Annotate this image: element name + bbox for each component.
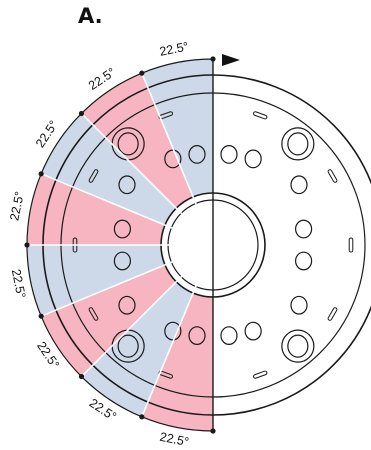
hole-14 bbox=[118, 175, 136, 195]
slot-6 bbox=[158, 111, 173, 120]
slot-5 bbox=[253, 370, 268, 379]
hole-8 bbox=[287, 334, 309, 358]
sector-boundary-7 bbox=[141, 244, 214, 418]
sector-boundary-6 bbox=[80, 244, 214, 378]
hole-ring-1 bbox=[281, 127, 315, 161]
slot-9 bbox=[88, 307, 99, 321]
hole-11 bbox=[117, 132, 139, 156]
hole-2 bbox=[244, 149, 262, 169]
sector-wedge-2 bbox=[81, 73, 213, 245]
slot-1 bbox=[253, 111, 268, 120]
sector-boundary-2 bbox=[80, 112, 214, 246]
sector-wedge-6 bbox=[41, 245, 213, 377]
sector-wedge-7 bbox=[81, 245, 213, 417]
angle-label-4: 22.5° bbox=[7, 190, 26, 221]
hole-18 bbox=[117, 334, 139, 358]
sector-arc-3 bbox=[40, 113, 82, 175]
sector-arc-4 bbox=[26, 173, 42, 246]
sector-arc-8 bbox=[141, 416, 214, 432]
boundary-dot-1 bbox=[139, 70, 145, 76]
hole-4 bbox=[290, 175, 308, 195]
slot-10 bbox=[158, 370, 173, 379]
sector-arc-5 bbox=[26, 244, 42, 317]
slot-4 bbox=[327, 307, 338, 321]
hole-1 bbox=[287, 132, 309, 156]
sector-arc-2 bbox=[81, 72, 143, 114]
disk-holes bbox=[111, 127, 315, 363]
sector-boundary-5 bbox=[40, 244, 214, 317]
hole-17 bbox=[118, 295, 136, 315]
angle-label-8: 22.5° bbox=[159, 430, 190, 449]
hole-3 bbox=[220, 144, 238, 164]
boundary-dot-5 bbox=[38, 313, 44, 319]
hole-16 bbox=[113, 251, 132, 271]
angle-label-5: 22.5° bbox=[9, 268, 28, 299]
sector-arc-7 bbox=[81, 376, 143, 418]
angle-label-1: 22.5° bbox=[158, 39, 189, 58]
boundary-dot-7 bbox=[139, 414, 145, 420]
hole-6 bbox=[295, 251, 313, 271]
sector-arc-1 bbox=[141, 58, 214, 74]
hole-7 bbox=[290, 295, 308, 315]
slot-2 bbox=[327, 169, 338, 183]
slot-7 bbox=[88, 169, 99, 183]
sector-boundaries bbox=[24, 56, 216, 434]
hole-10 bbox=[220, 326, 238, 346]
figure-title: A. bbox=[78, 4, 103, 28]
right-triangle-arrow-icon bbox=[222, 54, 240, 66]
sector-boundary-3 bbox=[40, 173, 214, 246]
hole-15 bbox=[113, 219, 132, 239]
boundary-dot-6 bbox=[78, 373, 85, 380]
hole-ring-8 bbox=[281, 329, 315, 363]
hole-9 bbox=[244, 321, 262, 341]
boundary-dot-2 bbox=[78, 110, 85, 117]
sector-wedge-3 bbox=[41, 113, 213, 245]
boundary-dot-3 bbox=[38, 171, 44, 177]
hole-20 bbox=[188, 326, 206, 346]
boundary-dot-4 bbox=[24, 242, 30, 248]
sector-arc-6 bbox=[40, 315, 82, 377]
hole-5 bbox=[295, 219, 313, 239]
sector-boundary-1 bbox=[141, 72, 214, 246]
hole-13 bbox=[188, 144, 206, 164]
slot-3 bbox=[348, 237, 354, 253]
